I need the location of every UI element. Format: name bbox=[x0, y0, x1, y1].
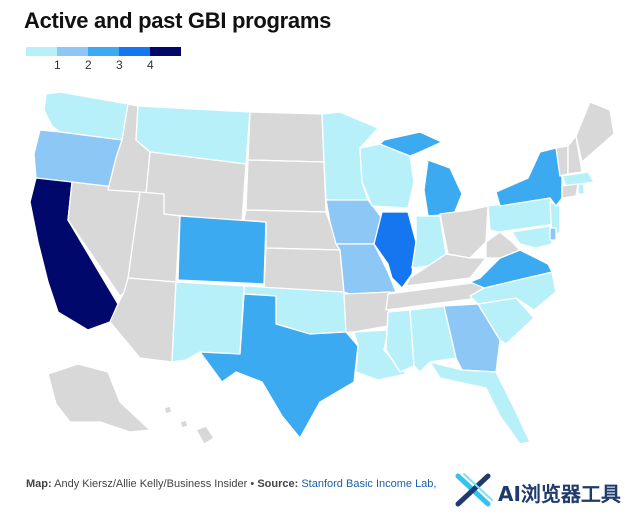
state-new-hampshire bbox=[567, 135, 583, 175]
map-title: Active and past GBI programs bbox=[24, 8, 332, 33]
legend-swatch-4 bbox=[150, 47, 181, 56]
state-maryland bbox=[511, 225, 553, 249]
state-alaska bbox=[47, 363, 151, 433]
legend-label-3: 3 bbox=[116, 58, 123, 72]
state-massachusetts bbox=[561, 171, 595, 187]
source-link[interactable]: Stanford Basic Income Lab, ne bbox=[301, 478, 440, 490]
legend-color-bar bbox=[26, 47, 181, 56]
map-credit: Andy Kiersz/Allie Kelly/Business Insider bbox=[54, 478, 248, 490]
legend-label-1: 1 bbox=[54, 58, 61, 72]
state-kentucky bbox=[405, 253, 487, 287]
state-colorado bbox=[177, 215, 267, 285]
state-north-dakota bbox=[247, 111, 325, 163]
legend-swatch-3 bbox=[119, 47, 150, 56]
state-delaware bbox=[549, 227, 557, 241]
source-label: Source: bbox=[257, 478, 299, 490]
state-arkansas bbox=[343, 291, 391, 333]
source-footer: Map: Andy Kiersz/Allie Kelly/Business In… bbox=[26, 474, 440, 494]
watermark-text: AI浏览器工具 bbox=[498, 482, 621, 506]
legend-swatch-2 bbox=[88, 47, 119, 56]
state-hawaii-islet-1 bbox=[179, 419, 189, 429]
state-illinois bbox=[373, 211, 417, 289]
state-michigan-lower bbox=[423, 159, 463, 217]
us-states-map bbox=[29, 91, 615, 445]
state-hawaii-islet-2 bbox=[163, 405, 173, 415]
x-cross-logo-icon bbox=[455, 473, 493, 507]
state-ohio bbox=[439, 205, 489, 259]
legend-swatch-1 bbox=[57, 47, 88, 56]
state-north-carolina bbox=[469, 271, 557, 311]
state-mississippi bbox=[385, 309, 415, 373]
state-michigan bbox=[379, 131, 443, 157]
legend-labels: 1 2 3 4 bbox=[26, 58, 186, 74]
state-rhode-island bbox=[577, 183, 585, 195]
state-florida bbox=[429, 361, 531, 445]
state-hawaii bbox=[195, 425, 215, 445]
state-new-mexico bbox=[171, 281, 245, 363]
state-kansas bbox=[263, 247, 345, 293]
watermark: AI浏览器工具 bbox=[452, 470, 638, 510]
legend-label-2: 2 bbox=[85, 58, 92, 72]
footer-bullet: • bbox=[250, 478, 255, 490]
state-maine bbox=[575, 101, 615, 163]
map-credit-label: Map: bbox=[26, 478, 52, 490]
state-connecticut bbox=[561, 183, 579, 199]
legend-swatch-0 bbox=[26, 47, 57, 56]
state-south-dakota bbox=[245, 159, 327, 213]
legend-label-4: 4 bbox=[147, 58, 154, 72]
state-new-york bbox=[495, 147, 563, 207]
state-texas bbox=[199, 293, 359, 439]
